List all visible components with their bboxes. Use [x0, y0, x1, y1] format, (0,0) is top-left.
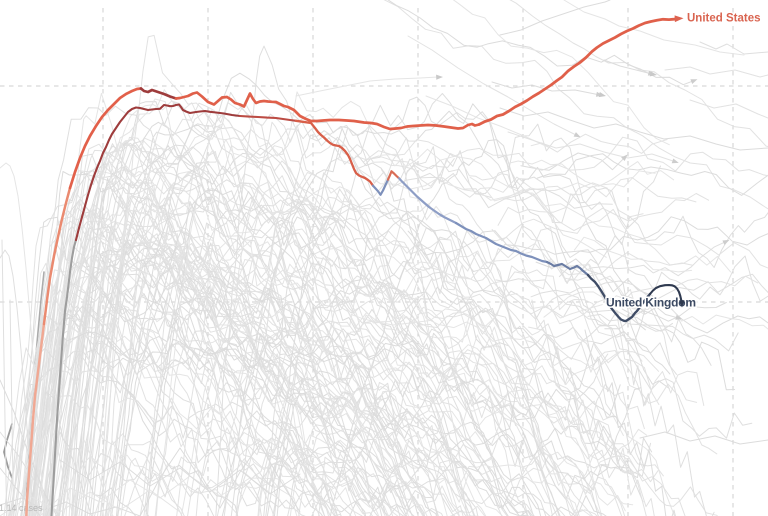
svg-text:1.14 cases: 1.14 cases: [0, 503, 43, 513]
svg-text:United Kingdom: United Kingdom: [606, 296, 696, 310]
svg-text:United States: United States: [687, 12, 761, 24]
